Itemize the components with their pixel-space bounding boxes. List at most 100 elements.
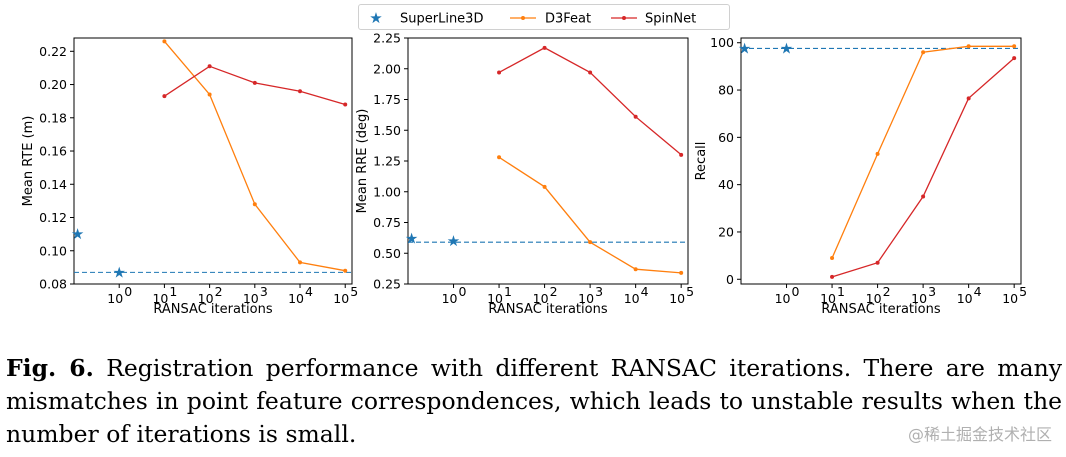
- spinnet-point: [207, 64, 212, 69]
- x-tick-exponent: 1: [837, 284, 845, 299]
- superline3d-point: ★: [112, 263, 125, 281]
- x-tick-label: 10: [1002, 291, 1018, 306]
- spinnet-point: [633, 114, 638, 119]
- y-tick-label: 1.50: [373, 123, 401, 138]
- superline3d-point: ★: [405, 229, 418, 247]
- x-tick-label: 10: [442, 291, 458, 306]
- x-tick-exponent: 1: [169, 284, 177, 299]
- spinnet-series-line: [831, 57, 1015, 278]
- figure-caption: Fig. 6. Registration performance with di…: [6, 352, 1062, 451]
- x-tick-exponent: 3: [260, 284, 268, 299]
- x-tick-label: 10: [243, 291, 259, 306]
- d3feat-point: [875, 151, 880, 156]
- x-tick-label: 10: [911, 291, 927, 306]
- y-tick-label: 1.00: [373, 184, 401, 199]
- d3feat-point: [207, 92, 212, 97]
- x-tick-exponent: 2: [550, 284, 558, 299]
- d3feat-point: [252, 202, 257, 207]
- y-tick-label: 20: [718, 224, 734, 239]
- spinnet-point: [875, 260, 880, 265]
- watermark: @稀土掘金技术社区: [907, 425, 1052, 444]
- d3feat-point: [921, 50, 926, 55]
- x-tick-exponent: 1: [504, 284, 512, 299]
- y-tick-label: 0.20: [39, 77, 67, 92]
- x-tick-exponent: 4: [641, 284, 649, 299]
- d3feat-point: [1012, 44, 1017, 49]
- y-tick-label: 100: [710, 35, 734, 50]
- y-tick-label: 1.75: [373, 92, 401, 107]
- x-tick-label: 10: [820, 291, 836, 306]
- y-axis-label: Mean RRE (deg): [355, 109, 370, 214]
- legend-marker-spinnet: [622, 16, 626, 20]
- x-tick-label: 10: [152, 291, 168, 306]
- spinnet-point: [1012, 56, 1017, 61]
- x-tick-label: 10: [578, 291, 594, 306]
- d3feat-point: [162, 39, 167, 44]
- x-tick-label: 10: [624, 291, 640, 306]
- y-tick-label: 0.10: [39, 243, 67, 258]
- x-tick-exponent: 0: [459, 284, 467, 299]
- caption-label: Fig. 6.: [6, 354, 94, 382]
- x-tick-label: 10: [333, 291, 349, 306]
- x-axis-label: RANSAC iterations: [153, 302, 272, 317]
- y-tick-label: 0.12: [39, 210, 67, 225]
- d3feat-point: [588, 240, 593, 245]
- x-tick-exponent: 3: [595, 284, 603, 299]
- x-tick-label: 10: [487, 291, 503, 306]
- spinnet-point: [542, 45, 547, 50]
- y-tick-label: 2.00: [373, 61, 401, 76]
- y-tick-label: 1.25: [373, 154, 401, 169]
- x-tick-label: 10: [198, 291, 214, 306]
- spinnet-series-line: [164, 65, 346, 106]
- y-tick-label: 80: [718, 83, 734, 98]
- y-tick-label: 0.25: [373, 277, 401, 292]
- y-tick-label: 0: [726, 272, 734, 287]
- superline3d-point: ★: [738, 39, 751, 57]
- y-tick-label: 0.08: [39, 277, 67, 292]
- legend-marker-superline3d: ★: [369, 9, 382, 27]
- y-tick-label: 0.22: [39, 44, 67, 59]
- d3feat-point: [830, 255, 835, 260]
- plot-frame-1: [73, 37, 353, 285]
- legend-label-superline3d: SuperLine3D: [400, 12, 483, 27]
- x-tick-label: 10: [775, 291, 791, 306]
- x-tick-exponent: 3: [928, 284, 936, 299]
- y-axis-label: Mean RTE (m): [21, 116, 36, 207]
- plot-frame-3: [740, 37, 1022, 285]
- legend-marker-d3feat: [521, 16, 525, 20]
- x-tick-exponent: 5: [1019, 284, 1027, 299]
- spinnet-point: [679, 152, 684, 157]
- x-tick-exponent: 5: [350, 284, 358, 299]
- spinnet-point: [921, 194, 926, 199]
- caption-text: Registration performance with different …: [6, 354, 1062, 448]
- d3feat-point: [633, 267, 638, 272]
- y-tick-label: 0.14: [39, 177, 67, 192]
- spinnet-point: [497, 70, 502, 75]
- legend-entry-superline3d: ★ SuperLine3D: [369, 9, 483, 27]
- legend-label-spinnet: SpinNet: [645, 12, 696, 27]
- y-tick-label: 40: [718, 177, 734, 192]
- spinnet-point: [162, 94, 167, 99]
- spinnet-point: [830, 274, 835, 279]
- x-axis-label: RANSAC iterations: [821, 302, 940, 317]
- legend: ★ SuperLine3D D3Feat SpinNet: [358, 4, 730, 30]
- d3feat-point: [497, 155, 502, 160]
- x-tick-label: 10: [107, 291, 123, 306]
- legend-entry-d3feat: D3Feat: [510, 12, 591, 27]
- d3feat-point: [966, 44, 971, 49]
- y-axis-label: Recall: [694, 142, 709, 181]
- spinnet-point: [343, 102, 348, 107]
- d3feat-point: [343, 268, 348, 273]
- y-tick-label: 60: [718, 130, 734, 145]
- spinnet-point: [298, 89, 303, 94]
- x-tick-label: 10: [533, 291, 549, 306]
- spinnet-point: [966, 96, 971, 101]
- x-axis-label: RANSAC iterations: [488, 302, 607, 317]
- superline3d-point: ★: [447, 232, 460, 250]
- d3feat-point: [542, 184, 547, 189]
- legend-label-d3feat: D3Feat: [545, 12, 591, 27]
